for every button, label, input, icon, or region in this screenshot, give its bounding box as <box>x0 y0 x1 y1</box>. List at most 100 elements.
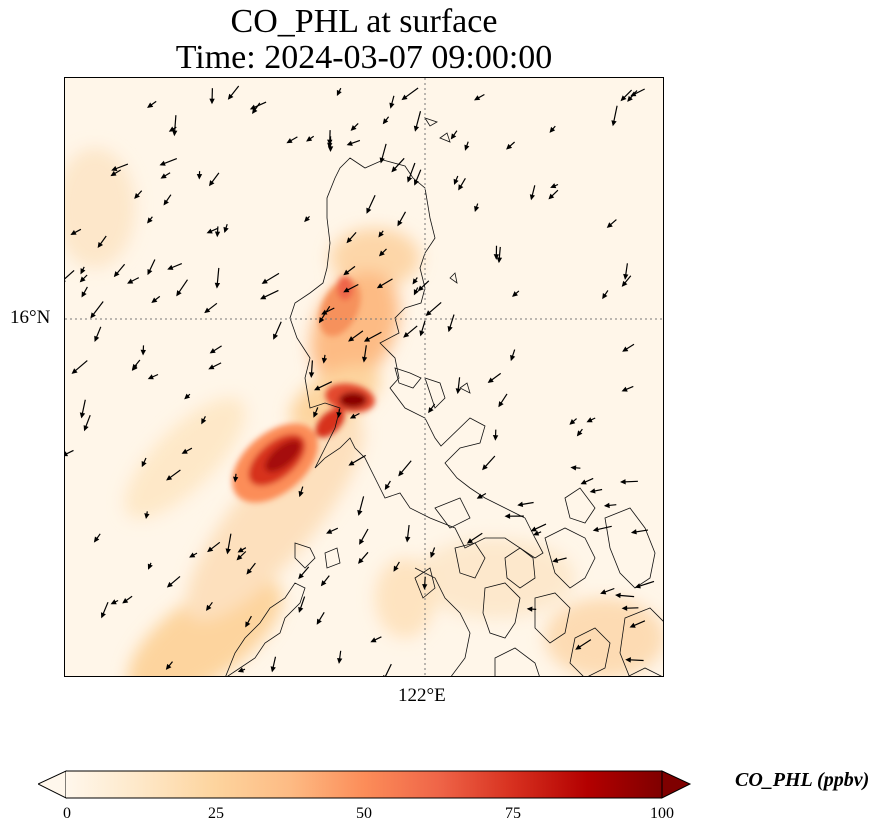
coast-detail <box>394 367 422 389</box>
wind-arrow-head <box>419 330 425 337</box>
wind-arrow-head <box>592 526 599 533</box>
wind-arrow-head <box>397 220 403 227</box>
wind-arrow-head <box>286 138 293 144</box>
wind-arrow-head <box>492 435 499 441</box>
wind-arrow-head <box>159 160 166 166</box>
wind-arrow-head <box>83 425 89 432</box>
wind-arrow-head <box>93 536 100 543</box>
coast-detail <box>628 667 662 676</box>
wind-arrow-head <box>270 666 276 673</box>
wind-arrow-head <box>455 388 462 395</box>
wind-arrow-head <box>71 368 78 374</box>
wind-arrow-head <box>412 278 418 285</box>
wind-arrow-head <box>621 605 628 611</box>
wind-arrow-head <box>378 250 385 257</box>
colorbar-tick: 50 <box>356 805 372 822</box>
wind-arrow-head <box>236 554 243 561</box>
wind-arrow-head <box>251 107 258 115</box>
wind-arrow-shaft <box>65 269 75 280</box>
panay-coastline <box>414 567 471 676</box>
wind-arrow-head <box>261 278 268 284</box>
wind-arrow-head <box>147 374 154 380</box>
wind-arrow-head <box>512 291 518 297</box>
lon-tick-label: 122°E <box>398 685 446 706</box>
wind-arrow-head <box>80 268 86 275</box>
wind-arrow-head <box>370 637 377 643</box>
wind-arrow-head <box>65 451 69 457</box>
co-blob <box>339 392 367 408</box>
lat-tick-label: 16°N <box>10 307 51 328</box>
map-canvas <box>65 78 663 676</box>
wind-arrow-head <box>615 592 621 599</box>
wind-arrow-head <box>413 125 420 132</box>
wind-arrow-head <box>205 604 212 611</box>
wind-arrow-head <box>306 136 313 142</box>
wind-arrow-head <box>625 657 631 663</box>
colorbar-extend-min <box>38 770 67 799</box>
wind-arrow-head <box>428 407 434 414</box>
island-coastline <box>449 272 458 284</box>
wind-arrow-head <box>576 430 583 437</box>
wind-arrow-head <box>316 618 322 625</box>
wind-arrow-head <box>237 667 244 673</box>
colorbar-extend-max <box>661 770 692 799</box>
wind-arrow-head <box>110 599 117 605</box>
wind-arrow-head <box>147 563 153 570</box>
wind-arrow-head <box>533 530 540 536</box>
wind-arrow-head <box>379 157 385 164</box>
map-timestamp: Time: 2024-03-07 09:00:00 <box>175 39 553 76</box>
wind-arrow-head <box>298 573 304 580</box>
wind-arrow-head <box>147 102 154 108</box>
wind-arrow-head <box>208 364 215 370</box>
wind-arrow-head <box>134 193 140 199</box>
wind-arrow-head <box>529 194 535 201</box>
island-coastline <box>424 117 438 127</box>
colorbar-tick: 100 <box>650 805 674 822</box>
wind-arrow-head <box>131 363 138 370</box>
wind-arrow-head <box>321 309 328 315</box>
luzon-coastline <box>289 157 544 559</box>
wind-arrow-head <box>417 285 424 292</box>
wind-arrow-head <box>403 331 410 338</box>
wind-arrow-shaft <box>384 663 392 676</box>
co-blob <box>415 538 575 618</box>
co-blob <box>65 148 135 268</box>
wind-arrow-head <box>453 178 459 185</box>
wind-arrow-head <box>464 144 470 151</box>
wind-arrow-head <box>358 557 364 564</box>
wind-arrow-head <box>623 273 629 280</box>
wind-arrow-head <box>327 142 333 149</box>
wind-arrow-head <box>393 565 399 572</box>
wind-arrow-head <box>493 254 500 260</box>
wind-arrow-head <box>376 283 384 289</box>
wind-arrow-head <box>204 307 211 314</box>
wind-arrow-head <box>611 120 617 127</box>
wind-arrow-head <box>349 413 357 419</box>
island-coastline <box>439 132 451 143</box>
wind-arrow-head <box>382 118 389 125</box>
wind-arrow-head <box>634 583 641 589</box>
wind-arrow-head <box>304 216 310 223</box>
wind-arrow-head <box>320 580 327 587</box>
wind-arrow-head <box>450 133 457 140</box>
wind-arrow-head <box>314 385 321 391</box>
wind-arrow-head <box>209 348 216 354</box>
colorbar-gradient <box>66 771 662 798</box>
wind-arrow-head <box>603 502 610 509</box>
wind-arrow-head <box>337 657 343 664</box>
wind-arrow-head <box>100 612 106 619</box>
co-plume-core <box>232 276 375 503</box>
wind-arrow-head <box>589 488 596 494</box>
wind-arrow-head <box>630 529 637 535</box>
wind-arrow-head <box>321 357 328 364</box>
island-coastline <box>504 547 536 589</box>
colorbar-tick: 0 <box>63 805 71 822</box>
coast-detail <box>424 377 446 409</box>
wind-arrow-head <box>298 606 304 613</box>
wind-arrow-head <box>346 237 353 244</box>
wind-arrow-head <box>496 257 503 264</box>
wind-arrow-head <box>346 140 353 146</box>
wind-arrow-head <box>407 176 413 183</box>
wind-arrow-head <box>389 102 395 109</box>
co-blob <box>185 415 365 621</box>
